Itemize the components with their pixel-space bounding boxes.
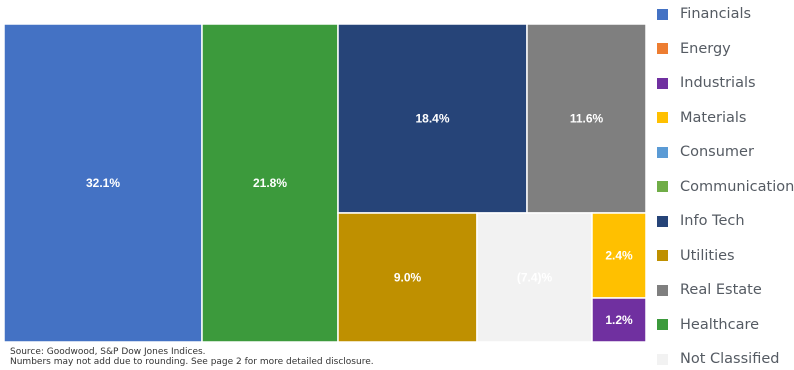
treemap-rect bbox=[591, 212, 646, 299]
legend-item-communication: Communication bbox=[657, 177, 794, 197]
legend-swatch bbox=[657, 215, 668, 227]
treemap-cell-not-classified: (7.4)% bbox=[476, 212, 593, 342]
legend-swatch bbox=[657, 112, 668, 123]
legend-swatch bbox=[657, 146, 668, 158]
treemap-value-label: 21.8% bbox=[253, 176, 287, 190]
legend-swatch bbox=[657, 353, 668, 365]
footnote: Source: Goodwood, S&P Dow Jones Indices.… bbox=[10, 347, 630, 367]
treemap-cell-financials: 32.1% bbox=[4, 24, 203, 342]
legend-label: Communication bbox=[680, 178, 794, 195]
legend-label: Utilities bbox=[680, 247, 735, 264]
treemap-value-label: 18.4% bbox=[415, 112, 449, 126]
treemap-value-label: 1.2% bbox=[605, 313, 633, 327]
treemap-chart: 32.1% 21.8% 18.4% 11.6% 9.0% (7.4)% 2.4% 1.2% bbox=[4, 24, 646, 342]
legend-label: Not Classified bbox=[680, 351, 780, 367]
legend-item-financials: Financials bbox=[657, 4, 794, 24]
treemap-cell-industrials: 1.2% bbox=[591, 297, 646, 342]
treemap-cell-real-estate: 11.6% bbox=[526, 24, 646, 214]
legend-swatch bbox=[657, 284, 668, 296]
legend-label: Real Estate bbox=[680, 282, 762, 298]
legend-swatch bbox=[657, 43, 668, 54]
treemap-value-label: (7.4)% bbox=[517, 271, 553, 285]
legend-swatch bbox=[657, 250, 668, 261]
legend-label: Energy bbox=[680, 40, 731, 57]
treemap-value-label: 9.0% bbox=[394, 271, 422, 285]
legend-swatch bbox=[657, 181, 668, 192]
treemap-rect bbox=[476, 212, 593, 342]
legend-item-healthcare: Healthcare bbox=[657, 315, 794, 335]
legend-label: Materials bbox=[680, 109, 747, 126]
legend-label: Info Tech bbox=[680, 213, 745, 229]
legend-swatch bbox=[657, 77, 668, 89]
treemap-value-label: 11.6% bbox=[570, 112, 604, 126]
legend: Financials Energy Industrials Materials Cons… bbox=[657, 0, 794, 370]
treemap-cell-utilities: 9.0% bbox=[337, 212, 478, 342]
legend-item-materials: Materials bbox=[657, 108, 794, 128]
source-note: Source: Goodwood, S&P Dow Jones Indices. bbox=[10, 347, 206, 357]
treemap-rect bbox=[201, 24, 339, 342]
legend-label: Consumer bbox=[680, 144, 754, 160]
treemap-cell-info-tech: 18.4% bbox=[337, 24, 528, 214]
treemap-rect bbox=[337, 24, 528, 214]
legend-swatch bbox=[657, 319, 668, 330]
treemap-value-label: 32.1% bbox=[86, 176, 120, 190]
treemap-cell-materials: 2.4% bbox=[591, 212, 646, 299]
legend-swatch bbox=[657, 8, 668, 20]
legend-label: Financials bbox=[680, 6, 752, 22]
legend-item-utilities: Utilities bbox=[657, 246, 794, 266]
legend-item-energy: Energy bbox=[657, 39, 794, 59]
legend-item-info-tech: Info Tech bbox=[657, 211, 794, 231]
legend-item-industrials: Industrials bbox=[657, 73, 794, 93]
legend-item-not-classified: Not Classified bbox=[657, 349, 794, 369]
treemap-value-label: 2.4% bbox=[605, 249, 633, 263]
treemap-cell-healthcare: 21.8% bbox=[201, 24, 339, 342]
legend-label: Healthcare bbox=[680, 316, 760, 333]
treemap-rect bbox=[591, 297, 646, 342]
rounding-note: Numbers may not add due to rounding. See… bbox=[10, 357, 374, 367]
legend-item-real-estate: Real Estate bbox=[657, 280, 794, 300]
legend-item-consumer: Consumer bbox=[657, 142, 794, 162]
treemap-rect bbox=[526, 24, 646, 214]
legend-label: Industrials bbox=[680, 75, 756, 91]
